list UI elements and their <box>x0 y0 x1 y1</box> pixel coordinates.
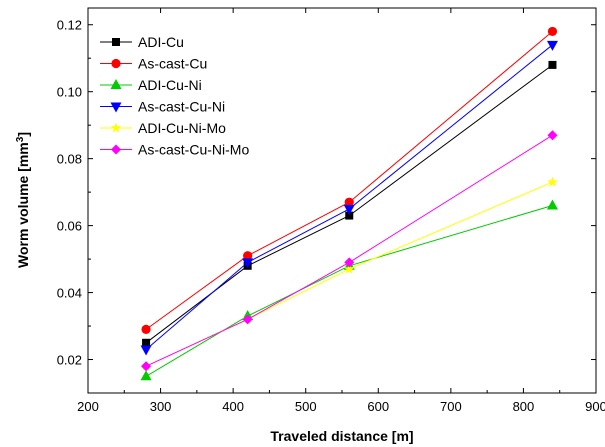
data-point <box>344 257 355 268</box>
legend-marker <box>111 144 121 155</box>
legend-label: ADI-Cu-Ni <box>138 77 202 93</box>
data-point <box>548 60 557 69</box>
y-axis-title: Worm volume [mm3] <box>15 132 32 268</box>
legend-entry: As-cast-Cu <box>100 56 207 72</box>
x-tick-label: 700 <box>440 399 462 414</box>
data-point <box>344 263 355 274</box>
data-point <box>345 211 354 220</box>
x-axis-title: Traveled distance [m] <box>270 428 413 444</box>
data-point <box>142 338 151 347</box>
legend-marker <box>110 79 122 89</box>
legend: ADI-Cu As-cast-Cu ADI-Cu-Ni As-cast-Cu-Ni AD… <box>100 34 249 158</box>
data-point <box>242 314 253 325</box>
x-tick-label: 300 <box>150 399 172 414</box>
legend-label: ADI-Cu <box>138 34 184 50</box>
x-tick-label: 800 <box>513 399 535 414</box>
data-point <box>546 199 558 210</box>
data-point <box>242 258 254 269</box>
data-point <box>141 361 152 372</box>
y-tick-label: 0.08 <box>57 152 82 167</box>
x-tick-label: 900 <box>585 399 605 414</box>
x-tick-label: 600 <box>367 399 389 414</box>
series-adi-cu-ni <box>140 199 558 381</box>
legend-label: ADI-Cu-Ni-Mo <box>138 120 226 136</box>
series-as-cast-cu-ni-mo <box>141 130 558 372</box>
series-as-cast-cu <box>141 26 558 334</box>
legend-label: As-cast-Cu-Ni <box>138 99 225 115</box>
series-line <box>145 44 553 350</box>
y-tick-label: 0.06 <box>57 219 82 234</box>
legend-entry: ADI-Cu <box>100 34 184 50</box>
legend-marker <box>110 102 122 113</box>
data-point <box>547 26 558 37</box>
x-tick-label: 500 <box>295 399 317 414</box>
y-axis-title-sup: 3 <box>15 136 26 142</box>
legend-marker <box>110 122 122 133</box>
legend-entry: ADI-Cu-Ni-Mo <box>100 120 226 136</box>
legend-marker <box>112 38 120 46</box>
legend-entry: As-cast-Cu-Ni-Mo <box>100 142 249 158</box>
legend-label: As-cast-Cu <box>138 56 207 72</box>
series-line <box>145 64 553 344</box>
data-point <box>140 345 152 356</box>
legend-entry: As-cast-Cu-Ni <box>100 99 225 115</box>
y-tick-label: 0.12 <box>57 18 82 33</box>
series-as-cast-cu-ni <box>140 40 558 356</box>
y-axis-title-end: ] <box>15 132 31 137</box>
data-point <box>344 197 354 207</box>
legend-label: As-cast-Cu-Ni-Mo <box>138 142 249 158</box>
y-axis: 0.02 0.04 0.06 0.08 0.10 0.12 <box>57 18 596 368</box>
data-point <box>243 251 253 261</box>
data-point <box>546 40 558 51</box>
y-tick-label: 0.04 <box>57 286 82 301</box>
series-line <box>145 134 553 367</box>
x-axis: 200 300 400 500 600 700 800 900 <box>77 8 605 414</box>
legend-marker <box>111 58 121 69</box>
x-tick-label: 400 <box>222 399 244 414</box>
y-tick-label: 0.02 <box>57 353 82 368</box>
data-point <box>140 370 152 381</box>
series-line <box>145 31 553 330</box>
series-line <box>145 205 553 377</box>
y-axis-title-main: Worm volume [mm <box>15 142 31 268</box>
series-layer <box>140 26 558 381</box>
data-point <box>343 204 355 215</box>
legend-entry: ADI-Cu-Ni <box>100 77 202 93</box>
x-tick-label: 200 <box>77 399 99 414</box>
data-point <box>547 176 558 187</box>
data-point <box>547 130 558 141</box>
y-tick-label: 0.10 <box>57 85 82 100</box>
data-point <box>141 324 151 334</box>
